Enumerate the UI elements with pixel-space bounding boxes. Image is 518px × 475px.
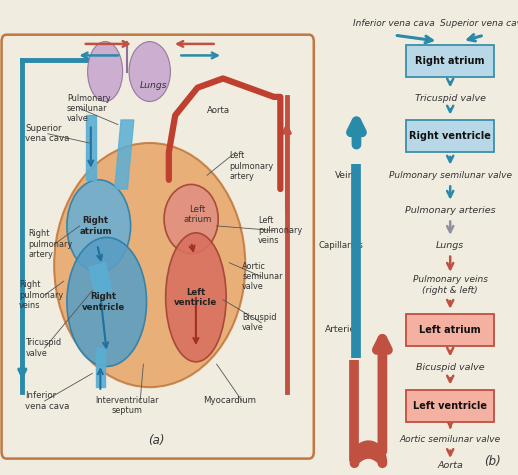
Ellipse shape	[54, 143, 246, 387]
FancyArrowPatch shape	[356, 454, 380, 459]
Ellipse shape	[67, 238, 147, 366]
Text: Right
pulmonary
artery: Right pulmonary artery	[28, 229, 73, 259]
Text: Superior
vena cava: Superior vena cava	[25, 124, 70, 143]
Text: Pulmonary
semilunar
valve: Pulmonary semilunar valve	[67, 94, 110, 124]
Polygon shape	[86, 115, 95, 180]
Polygon shape	[114, 120, 134, 189]
Text: Right
ventricle: Right ventricle	[82, 292, 125, 312]
Text: Aorta: Aorta	[207, 106, 230, 115]
Text: Capillaries: Capillaries	[318, 241, 363, 250]
FancyBboxPatch shape	[406, 314, 494, 346]
Text: Interventricular
septum: Interventricular septum	[96, 396, 159, 415]
Text: (a): (a)	[148, 434, 164, 446]
Ellipse shape	[129, 42, 170, 102]
Text: Pulmonary veins
(right & left): Pulmonary veins (right & left)	[413, 276, 487, 295]
Text: Left
ventricle: Left ventricle	[174, 288, 218, 307]
Text: Right atrium: Right atrium	[415, 56, 485, 66]
Text: Superior vena cava: Superior vena cava	[440, 19, 518, 28]
Text: Aortic
semilunar
valve: Aortic semilunar valve	[242, 262, 283, 292]
Text: Left
pulmonary
veins: Left pulmonary veins	[258, 216, 302, 246]
Ellipse shape	[88, 42, 123, 102]
Text: Bicuspid
valve: Bicuspid valve	[242, 313, 277, 332]
FancyBboxPatch shape	[406, 120, 494, 152]
Text: Tricuspid
valve: Tricuspid valve	[25, 338, 62, 358]
FancyBboxPatch shape	[406, 390, 494, 422]
FancyBboxPatch shape	[406, 45, 494, 77]
Text: Right
atrium: Right atrium	[79, 216, 112, 236]
Polygon shape	[95, 348, 105, 387]
Text: (b): (b)	[484, 455, 500, 468]
Text: Left ventricle: Left ventricle	[413, 401, 487, 411]
Text: Bicuspid valve: Bicuspid valve	[416, 363, 484, 372]
Text: Left
pulmonary
artery: Left pulmonary artery	[229, 151, 274, 181]
Text: Lungs: Lungs	[436, 241, 464, 250]
Text: Veins: Veins	[335, 171, 358, 180]
Text: Lungs: Lungs	[140, 81, 168, 90]
Text: Aorta: Aorta	[437, 461, 463, 470]
Text: Pulmonary arteries: Pulmonary arteries	[405, 206, 496, 215]
Text: Right
pulmonary
veins: Right pulmonary veins	[19, 280, 63, 310]
Text: Inferior
vena cava: Inferior vena cava	[25, 391, 70, 411]
Text: Arteries: Arteries	[325, 325, 361, 334]
Text: Right ventricle: Right ventricle	[409, 131, 491, 141]
Polygon shape	[89, 263, 111, 295]
Ellipse shape	[67, 180, 131, 272]
Text: Pulmonary semilunar valve: Pulmonary semilunar valve	[388, 171, 512, 180]
Ellipse shape	[164, 184, 218, 254]
Text: Aortic semilunar valve: Aortic semilunar valve	[399, 436, 501, 444]
Ellipse shape	[166, 233, 226, 362]
Text: Tricuspid valve: Tricuspid valve	[415, 94, 486, 103]
Text: Left atrium: Left atrium	[420, 325, 481, 335]
Text: Myocardium: Myocardium	[203, 397, 256, 406]
Text: Inferior vena cava: Inferior vena cava	[353, 19, 435, 28]
Text: Left
atrium: Left atrium	[183, 205, 212, 224]
